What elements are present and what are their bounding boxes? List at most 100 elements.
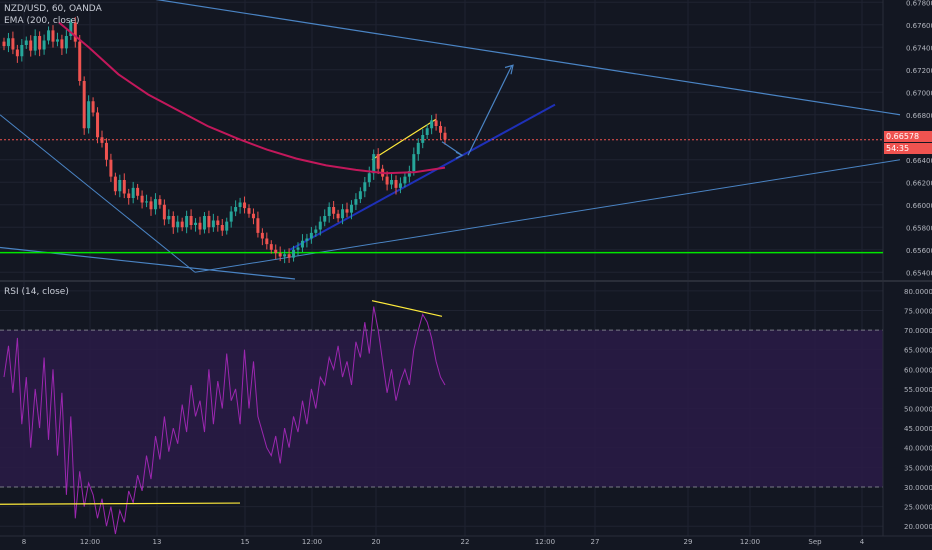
projection-arrowhead-down[interactable] xyxy=(455,151,464,159)
channel-lower-line[interactable] xyxy=(0,114,196,273)
candle-body xyxy=(296,247,300,250)
candle-body xyxy=(202,216,206,230)
candle-body xyxy=(425,128,429,135)
candle-body xyxy=(398,183,402,188)
candle-body xyxy=(11,38,15,50)
candle-body xyxy=(412,154,416,171)
rsi-band-lines xyxy=(0,329,883,488)
candle-body xyxy=(300,240,304,248)
rsi-axis-label: 60.0000 xyxy=(904,366,932,374)
candle-body xyxy=(109,159,113,177)
main-legend[interactable]: NZD/USD, 60, OANDA EMA (200, close) xyxy=(4,3,102,27)
price-axis-label: 0.65400 xyxy=(906,269,932,277)
rsi-divergence-line[interactable] xyxy=(371,300,443,317)
candle-body xyxy=(256,218,260,233)
projection-arrowhead-up[interactable] xyxy=(504,64,514,75)
candle-body xyxy=(29,40,33,51)
rsi-axis-label: 35.0000 xyxy=(904,464,932,472)
candle-body xyxy=(207,216,211,228)
rsi-line xyxy=(3,306,446,535)
candle-body xyxy=(149,201,153,210)
candle-body xyxy=(51,30,55,42)
candle-body xyxy=(274,249,278,254)
time-axis-label: 12:00 xyxy=(302,538,322,546)
time-axis-label: 12:00 xyxy=(80,538,100,546)
candle-body xyxy=(247,208,251,214)
candle-body xyxy=(421,135,425,143)
candle-body xyxy=(33,36,37,51)
candle-body xyxy=(140,195,144,203)
candle-body xyxy=(394,180,398,188)
ema-200-line xyxy=(58,21,446,175)
channel-upper-line[interactable] xyxy=(145,0,901,116)
candle-body xyxy=(305,238,309,241)
last-price-tag: 0.66578 xyxy=(884,131,932,142)
candle-body xyxy=(354,199,358,205)
time-axis-label: 20 xyxy=(372,538,381,546)
candle-body xyxy=(407,171,411,177)
rsi-baseline[interactable] xyxy=(0,502,241,505)
candle-body xyxy=(145,201,149,203)
blue-trendline[interactable] xyxy=(289,103,556,251)
candle-body xyxy=(225,221,229,231)
overlay-drawings[interactable] xyxy=(0,64,514,505)
candle-body xyxy=(229,211,233,222)
candle-body xyxy=(198,222,202,230)
rising-support-line[interactable] xyxy=(194,159,901,273)
rsi-axis-label: 80.0000 xyxy=(904,288,932,296)
time-axis-label: Sep xyxy=(808,538,822,546)
candle-body xyxy=(136,187,140,196)
candle-body xyxy=(15,49,19,57)
rsi-axis-label: 25.0000 xyxy=(904,504,932,512)
time-axis-label: 8 xyxy=(22,538,26,546)
rsi-axis-label: 40.0000 xyxy=(904,445,932,453)
rsi-axis-label: 65.0000 xyxy=(904,347,932,355)
candle-body xyxy=(171,216,175,228)
candle-body xyxy=(122,180,126,194)
candle-body xyxy=(91,101,95,113)
candle-body xyxy=(385,176,389,185)
time-axis-label: 22 xyxy=(461,538,470,546)
candle-body xyxy=(318,221,322,230)
candle-body xyxy=(363,182,367,192)
rsi-axis-label: 55.0000 xyxy=(904,386,932,394)
candle-body xyxy=(341,209,345,219)
candle-body xyxy=(278,253,282,257)
candle-body xyxy=(234,207,238,212)
pane-dividers xyxy=(0,0,932,537)
candle-body xyxy=(439,126,443,133)
candle-body xyxy=(443,132,447,140)
candle-body xyxy=(38,36,42,50)
candle-body xyxy=(24,40,28,45)
candle-body xyxy=(309,232,313,239)
candle-body xyxy=(376,154,380,169)
candle-body xyxy=(265,238,269,245)
candle-body xyxy=(238,202,242,207)
candle-body xyxy=(189,216,193,225)
candle-body xyxy=(73,22,77,42)
rsi-axis-label: 20.0000 xyxy=(904,523,932,531)
candle-body xyxy=(216,220,220,225)
time-axis-label: 13 xyxy=(153,538,162,546)
candle-body xyxy=(104,142,108,160)
candle-body xyxy=(367,173,371,183)
trend-drawings[interactable] xyxy=(0,0,901,280)
symbol-legend[interactable]: NZD/USD, 60, OANDA xyxy=(4,4,102,14)
projection-arrow-up[interactable] xyxy=(467,64,513,156)
rsi-axis-label: 50.0000 xyxy=(904,406,932,414)
candle-body xyxy=(292,249,296,258)
ema-legend[interactable]: EMA (200, close) xyxy=(4,16,80,26)
candle-body xyxy=(211,220,215,228)
rsi-axis-label: 45.0000 xyxy=(904,425,932,433)
candles xyxy=(2,17,447,264)
time-axis-label: 15 xyxy=(241,538,250,546)
rsi-legend[interactable]: RSI (14, close) xyxy=(4,287,69,297)
rsi-axis-label: 30.0000 xyxy=(904,484,932,492)
